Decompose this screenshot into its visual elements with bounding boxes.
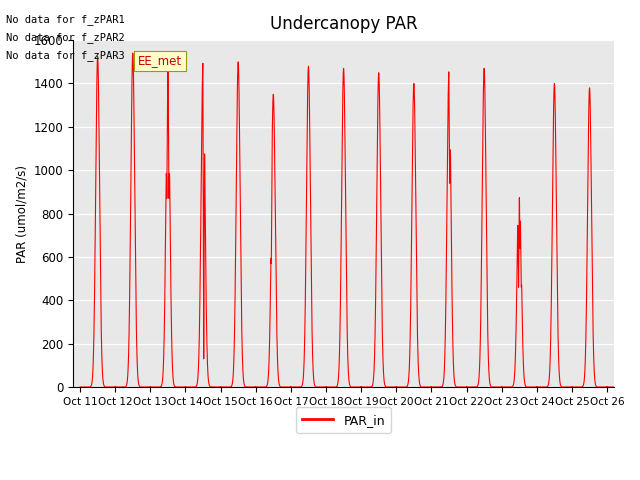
Text: No data for f_zPAR2: No data for f_zPAR2	[6, 32, 125, 43]
Text: No data for f_zPAR1: No data for f_zPAR1	[6, 13, 125, 24]
Text: No data for f_zPAR3: No data for f_zPAR3	[6, 50, 125, 61]
Text: EE_met: EE_met	[138, 54, 182, 67]
Y-axis label: PAR (umol/m2/s): PAR (umol/m2/s)	[15, 165, 28, 263]
Legend: PAR_in: PAR_in	[296, 408, 391, 433]
Title: Undercanopy PAR: Undercanopy PAR	[270, 15, 417, 33]
